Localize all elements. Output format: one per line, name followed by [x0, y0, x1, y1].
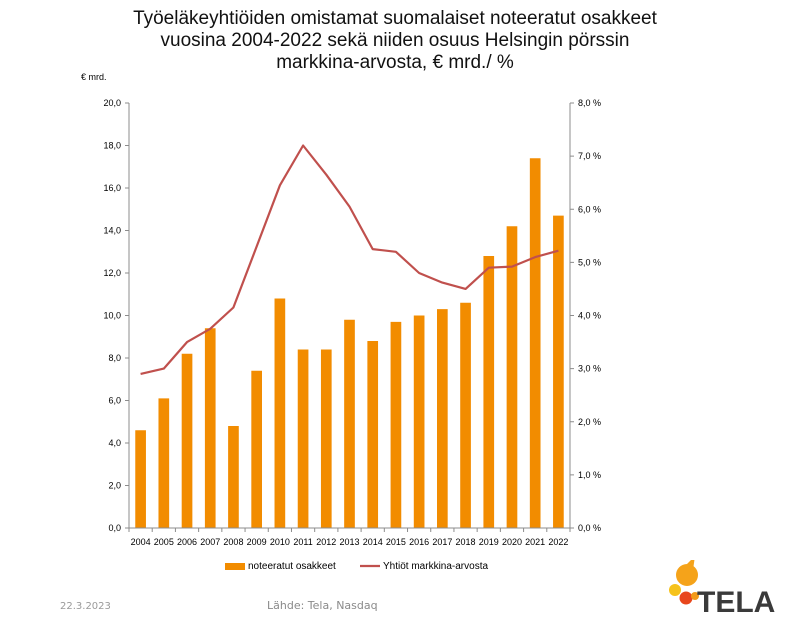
x-axis-tick-label: 2021	[525, 537, 545, 547]
bar	[297, 349, 309, 528]
bar	[320, 349, 332, 528]
x-axis-tick-label: 2019	[479, 537, 499, 547]
bar	[460, 302, 471, 528]
x-axis-tick-label: 2022	[548, 537, 568, 547]
bar	[274, 298, 286, 528]
right-axis-tick-label: 0,0 %	[578, 523, 601, 533]
left-axis-tick-label: 16,0	[103, 183, 121, 193]
bar	[181, 353, 193, 528]
legend-swatch-bar	[225, 563, 245, 570]
x-axis-tick-label: 2010	[270, 537, 290, 547]
x-axis-tick-label: 2008	[223, 537, 243, 547]
right-axis-tick-label: 1,0 %	[578, 470, 601, 480]
left-axis-tick-label: 6,0	[108, 396, 121, 406]
bar	[413, 315, 425, 528]
bar	[390, 321, 402, 528]
tela-logo-text: TELA	[697, 586, 776, 619]
x-axis-tick-label: 2012	[316, 537, 336, 547]
left-axis-tick-label: 8,0	[108, 353, 121, 363]
footer-source: Lähde: Tela, Nasdaq	[267, 599, 378, 612]
bar	[553, 215, 564, 528]
bar-series	[135, 158, 564, 528]
right-axis-tick-label: 8,0 %	[578, 98, 601, 108]
x-axis-tick-label: 2011	[293, 537, 312, 547]
bar	[344, 319, 355, 528]
x-axis-tick-label: 2020	[502, 537, 522, 547]
left-axis: 0,0 2,0 4,0 6,0 8,0 10,0 12,0 14,0 16,0 18,0 20,0	[103, 98, 130, 533]
left-axis-tick-label: 4,0	[108, 438, 121, 448]
right-axis-tick-label: 4,0 %	[578, 311, 601, 321]
bar	[204, 328, 216, 528]
tela-logo: TELA	[655, 560, 775, 620]
legend: noteeratut osakkeet Yhtiöt markkina-arvo…	[225, 561, 488, 572]
x-axis-tick-label: 2016	[409, 537, 429, 547]
left-axis-tick-label: 10,0	[103, 311, 121, 321]
x-axis-tick-label: 2004	[131, 537, 151, 547]
right-axis-tick-label: 2,0 %	[578, 417, 601, 427]
line-series	[140, 144, 559, 375]
x-axis-tick-label: 2005	[154, 537, 174, 547]
bar	[158, 398, 170, 528]
x-axis-tick-label: 2009	[247, 537, 267, 547]
chart-title: Työeläkeyhtiöiden omistamat suomalaiset …	[40, 8, 750, 74]
left-axis-tick-label: 20,0	[103, 98, 121, 108]
right-axis-tick-label: 6,0 %	[578, 204, 601, 214]
left-axis-tick-label: 2,0	[108, 481, 121, 491]
x-axis-tick-label: 2006	[177, 537, 197, 547]
chart-title-line-1: Työeläkeyhtiöiden omistamat suomalaiset …	[133, 8, 657, 29]
right-axis-tick-label: 3,0 %	[578, 364, 601, 374]
x-axis-tick-label: 2013	[339, 537, 359, 547]
legend-label-bar: noteeratut osakkeet	[248, 561, 336, 572]
bar	[483, 256, 495, 528]
right-axis: 0,0 % 1,0 % 2,0 % 3,0 % 4,0 % 5,0 % 6,0 % 7,0 %…	[569, 98, 601, 533]
right-axis-tick-label: 7,0 %	[578, 151, 601, 161]
bar	[228, 426, 239, 528]
line-path	[140, 144, 559, 375]
bar	[367, 341, 379, 528]
left-axis-tick-label: 18,0	[103, 141, 121, 151]
tela-logo-mark	[669, 560, 699, 605]
x-axis-tick-label: 2015	[386, 537, 406, 547]
right-axis-tick-label: 5,0 %	[578, 257, 601, 267]
bar	[135, 430, 146, 528]
footer-date: 22.3.2023	[60, 601, 111, 612]
bar	[529, 158, 541, 528]
chart-title-line-3: markkina-arvosta, € mrd./ %	[276, 52, 514, 73]
bar	[437, 309, 448, 528]
x-axis-tick-label: 2014	[363, 537, 383, 547]
left-axis-tick-label: 0,0	[108, 523, 121, 533]
x-axis-tick-label: 2017	[432, 537, 452, 547]
bar	[506, 226, 518, 528]
left-axis-tick-label: 12,0	[103, 268, 121, 278]
x-axis: 2004 2005 2006 2007 2008 2009 2010 2011 2012 2013…	[128, 527, 571, 547]
x-axis-tick-label: 2018	[456, 537, 476, 547]
left-axis-tick-label: 14,0	[103, 226, 121, 236]
x-axis-tick-label: 2007	[200, 537, 220, 547]
legend-label-line: Yhtiöt markkina-arvosta	[383, 561, 488, 572]
bar	[251, 370, 262, 528]
chart-title-line-2: vuosina 2004-2022 sekä niiden osuus Hels…	[160, 30, 630, 51]
left-axis-unit-label: € mrd.	[81, 72, 107, 82]
